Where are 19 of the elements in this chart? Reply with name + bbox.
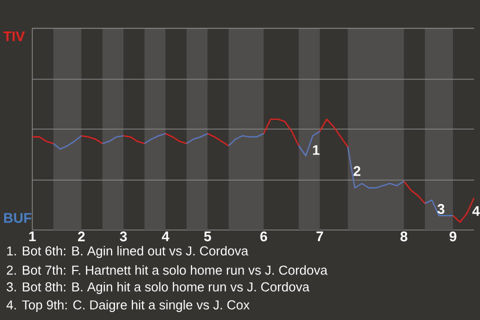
x-tick-label: 3: [120, 232, 127, 242]
text: 2. Bot 7th: F. Hartnett hit a solo home run vs J. Cordova: [6, 265, 328, 275]
text: 3. Bot 8th: B. Agin hit a solo home run vs J. Cordova: [6, 282, 310, 294]
x-tick-label: 5: [204, 232, 212, 242]
x-tick-label: 1: [29, 232, 36, 242]
annotation: 3: [437, 204, 444, 214]
x-tick-label: 9: [450, 232, 456, 242]
x-tick-label: 2: [78, 232, 85, 242]
x-tick-label: 4: [162, 232, 170, 242]
x-tick-label: 8: [400, 232, 408, 242]
x-tick-label: 7: [316, 232, 324, 242]
text: 1. Bot 6th: B. Agin lined out vs J. Cordova: [7, 246, 248, 258]
annotation: 2: [354, 166, 360, 176]
text: 4. Top 9th: C. Daigre hit a single vs J. Cox: [6, 300, 250, 312]
text: BUF: [4, 213, 32, 223]
x-tick-label: 6: [260, 232, 268, 242]
text: TIV: [3, 32, 25, 42]
annotation: 4: [472, 206, 480, 216]
annotation: 1: [313, 145, 320, 155]
